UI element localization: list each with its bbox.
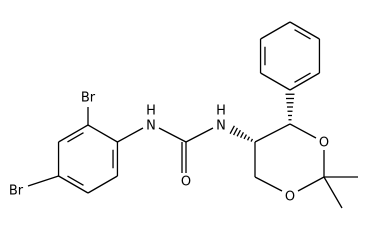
double-bond: [294, 29, 311, 40]
ring-bond: [58, 124, 89, 143]
double-bond: [67, 175, 84, 186]
ring-bond: [289, 72, 320, 91]
bonds: [27, 21, 358, 209]
atom-label: N: [146, 119, 156, 134]
atom-hydrogen: H: [216, 104, 226, 119]
hashed-bond: [250, 138, 254, 142]
ring-bond: [87, 175, 118, 194]
hashed-bond: [233, 127, 238, 136]
double-bond: [294, 72, 311, 83]
hashed-bond: [236, 129, 241, 137]
structure-diagram: Br Br H N O H N O O: [9, 21, 358, 209]
ring-bond: [58, 175, 89, 194]
hashed-bond: [229, 125, 235, 135]
hashed-bond: [246, 136, 251, 141]
atom-label: Br: [9, 184, 24, 199]
ring-bond: [260, 72, 291, 91]
bond: [158, 127, 187, 143]
bond: [297, 176, 325, 192]
bond: [254, 176, 283, 192]
bond: [27, 175, 59, 187]
atom-label: O: [319, 136, 329, 151]
atom-label: Br: [81, 91, 96, 106]
bond: [117, 127, 144, 143]
hashed-bond: [240, 132, 244, 138]
bond: [254, 123, 291, 143]
atom-label: N: [216, 119, 226, 134]
ring-bond: [87, 124, 118, 143]
atom-label: O: [181, 175, 191, 190]
ring-bond: [289, 21, 320, 40]
ring-bond: [260, 21, 291, 40]
hashed-bond: [243, 134, 248, 140]
bond: [289, 123, 317, 139]
methyl: [323, 176, 343, 209]
atom-label: O: [285, 190, 295, 205]
bond: [185, 127, 214, 143]
double-bond: [67, 132, 84, 143]
atom-hydrogen: H: [146, 104, 156, 119]
